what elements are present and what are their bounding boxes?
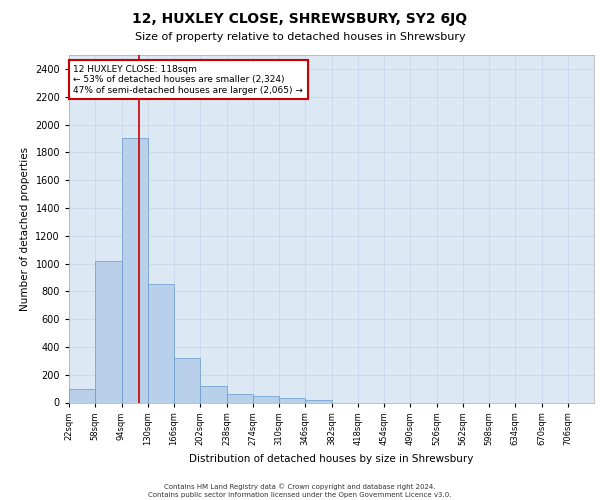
Bar [279, 398, 305, 402]
Bar [95, 260, 121, 402]
Bar [253, 396, 279, 402]
Bar [148, 284, 174, 403]
Bar [200, 386, 227, 402]
Bar [69, 388, 95, 402]
Text: 12 HUXLEY CLOSE: 118sqm
← 53% of detached houses are smaller (2,324)
47% of semi: 12 HUXLEY CLOSE: 118sqm ← 53% of detache… [73, 64, 303, 94]
Bar [227, 394, 253, 402]
Bar [305, 400, 331, 402]
X-axis label: Distribution of detached houses by size in Shrewsbury: Distribution of detached houses by size … [190, 454, 473, 464]
Text: 12, HUXLEY CLOSE, SHREWSBURY, SY2 6JQ: 12, HUXLEY CLOSE, SHREWSBURY, SY2 6JQ [133, 12, 467, 26]
Bar [174, 358, 200, 403]
Text: Size of property relative to detached houses in Shrewsbury: Size of property relative to detached ho… [134, 32, 466, 42]
Y-axis label: Number of detached properties: Number of detached properties [20, 146, 29, 311]
Bar [121, 138, 148, 402]
Text: Contains HM Land Registry data © Crown copyright and database right 2024.
Contai: Contains HM Land Registry data © Crown c… [148, 484, 452, 498]
